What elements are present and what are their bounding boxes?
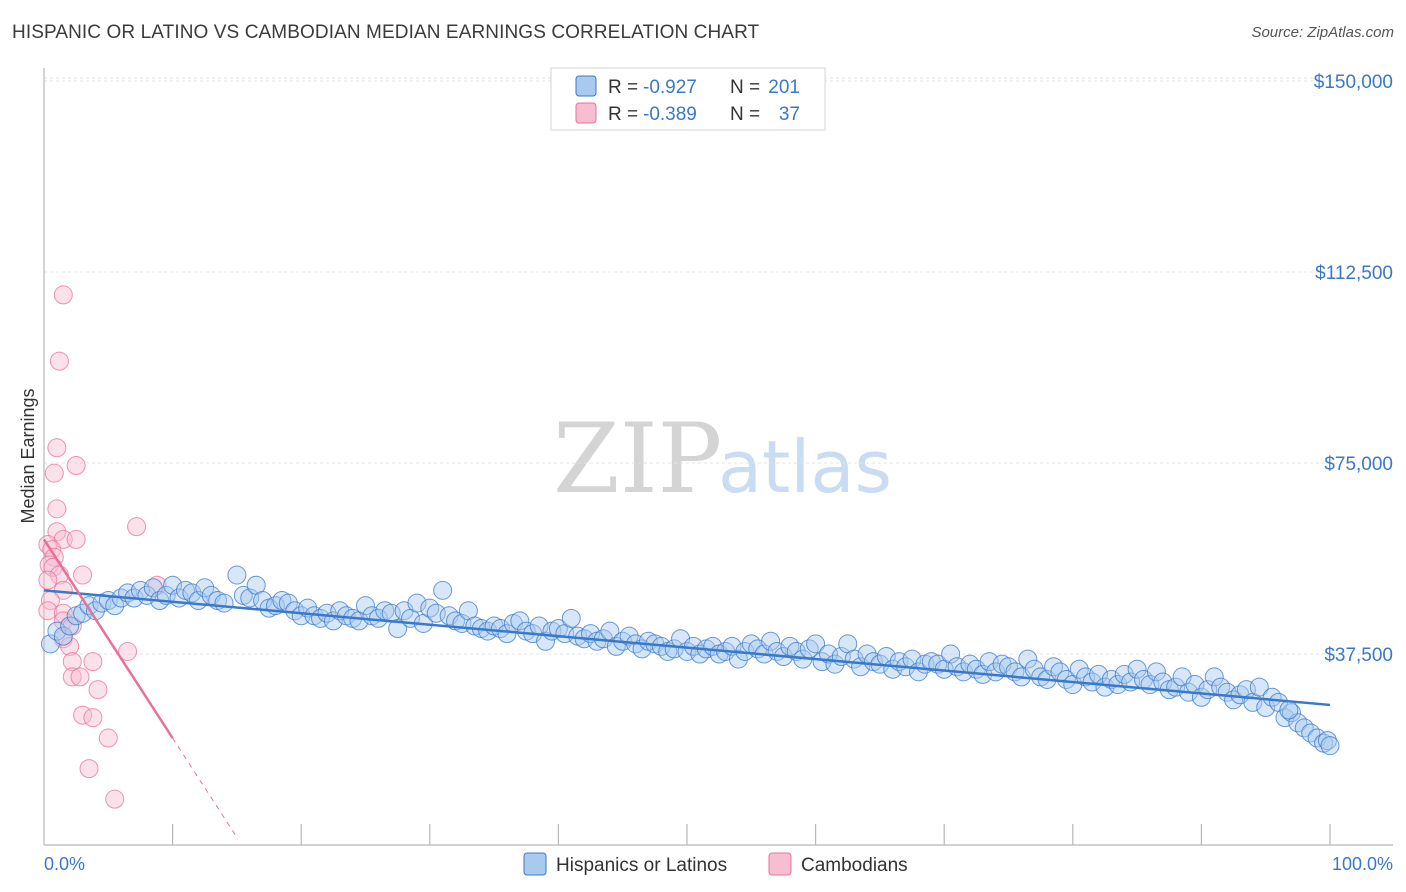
hispanics-point [1018, 649, 1038, 669]
legend-pink-n-value: 37 [779, 104, 800, 125]
hispanics-point [356, 596, 375, 616]
x-tick-marks [172, 824, 1331, 845]
legend-blue-n-label: N = [730, 77, 760, 98]
legend-blue-r-value: -0.927 [643, 77, 697, 98]
hispanics-point [941, 644, 961, 664]
hispanics-point [420, 598, 440, 618]
hispanics-point [182, 583, 202, 603]
hispanics-point [47, 621, 67, 641]
correlation-legend: R = -0.927 N = 201 R = -0.389 N = 37 [550, 67, 826, 131]
hispanics-point [1320, 736, 1340, 756]
hispanics-points [40, 565, 1340, 756]
hispanics-point [619, 626, 639, 646]
cambodians-point [79, 759, 99, 779]
legend-swatch-pink [575, 102, 597, 124]
cambodians-point [66, 529, 86, 549]
cambodians-point [83, 708, 103, 728]
hispanics-trend-line [43, 589, 1331, 707]
cambodians-point [118, 641, 138, 661]
cambodians-point [66, 456, 86, 476]
cambodians-point [88, 680, 108, 700]
hispanics-point [1294, 718, 1314, 738]
series-legend-label-blue: Hispanics or Latinos [556, 855, 727, 876]
cambodians-point [38, 601, 58, 621]
cambodians-point [73, 565, 93, 585]
series-legend-swatch-pink [768, 852, 792, 876]
hispanics-point [780, 636, 800, 656]
hispanics-point [1044, 657, 1064, 677]
gridlines [44, 77, 1393, 655]
cambodians-point [47, 499, 67, 519]
watermark-zip: ZIP [553, 403, 722, 515]
hispanics-point [1114, 664, 1134, 684]
cambodians-point [60, 636, 80, 656]
x-tick-label-max: 100.0% [1332, 854, 1393, 874]
cambodians-point [70, 667, 90, 687]
hispanics-point [1069, 659, 1089, 679]
hispanics-point [510, 611, 530, 631]
cambodians-point [62, 652, 82, 672]
hispanics-point [1301, 723, 1321, 743]
cambodians-trend-extension [172, 737, 238, 838]
cambodians-points [38, 285, 167, 809]
cambodians-point [38, 570, 58, 590]
hispanics-point [1262, 687, 1282, 707]
source-label: Source: ZipAtlas.com [1251, 24, 1394, 41]
hispanics-point [761, 631, 781, 651]
series-legend-swatch-blue [523, 852, 547, 876]
hispanics-point [227, 565, 247, 585]
x-tick-label-min: 0.0% [44, 854, 85, 874]
hispanics-point [388, 619, 408, 639]
cambodians-point [53, 285, 73, 305]
hispanics-point [561, 608, 581, 628]
hispanics-point [1146, 662, 1166, 682]
hispanics-point [1249, 677, 1269, 697]
cambodians-point [105, 789, 125, 809]
series-legend: Hispanics or Latinos Cambodians [523, 852, 908, 876]
hispanics-point [1317, 731, 1337, 751]
cambodians-point [127, 517, 147, 537]
cambodians-trend-line [42, 538, 174, 739]
legend-pink-r-label: R = [608, 104, 638, 125]
hispanics-point [195, 578, 215, 598]
hispanics-point [728, 649, 748, 669]
hispanics-point [1204, 667, 1224, 687]
y-tick-label: $150,000 [1314, 72, 1393, 93]
trend-lines [42, 538, 1331, 838]
hispanics-point [1127, 659, 1147, 679]
hispanics-point [60, 616, 80, 636]
y-tick-label: $112,500 [1315, 263, 1393, 284]
hispanics-point [1279, 700, 1299, 720]
hispanics-point [491, 619, 511, 639]
hispanics-point [433, 580, 453, 600]
cambodians-point [47, 438, 67, 458]
hispanics-point [407, 593, 427, 613]
hispanics-point [806, 634, 826, 654]
legend-blue-n-value: 201 [768, 77, 800, 98]
cambodians-point [44, 463, 64, 483]
hispanics-point [1281, 703, 1301, 723]
legend-blue-r-label: R = [608, 77, 638, 98]
hispanics-point [536, 631, 556, 651]
cambodians-point [83, 652, 103, 672]
chart-title: HISPANIC OR LATINO VS CAMBODIAN MEDIAN E… [12, 22, 760, 43]
series-legend-label-pink: Cambodians [801, 855, 908, 876]
y-tick-label: $75,000 [1324, 454, 1393, 475]
y-tick-label: $37,500 [1324, 645, 1393, 666]
y-tick-labels: $37,500 $75,000 $112,500 $150,000 [1314, 72, 1393, 666]
legend-pink-r-value: -0.389 [643, 104, 697, 125]
legend-pink-n-label: N = [730, 104, 760, 125]
watermark-atlas: atlas [718, 425, 892, 509]
cambodians-point [62, 667, 82, 687]
hispanics-point [53, 626, 73, 646]
legend-swatch-blue [575, 75, 597, 97]
hispanics-point [163, 575, 183, 595]
cambodians-point [98, 728, 118, 748]
y-axis-label: Median Earnings [18, 388, 38, 523]
cambodians-point [49, 351, 69, 371]
hispanics-point [214, 593, 234, 613]
legend-box [550, 67, 826, 131]
hispanics-point [548, 619, 568, 639]
